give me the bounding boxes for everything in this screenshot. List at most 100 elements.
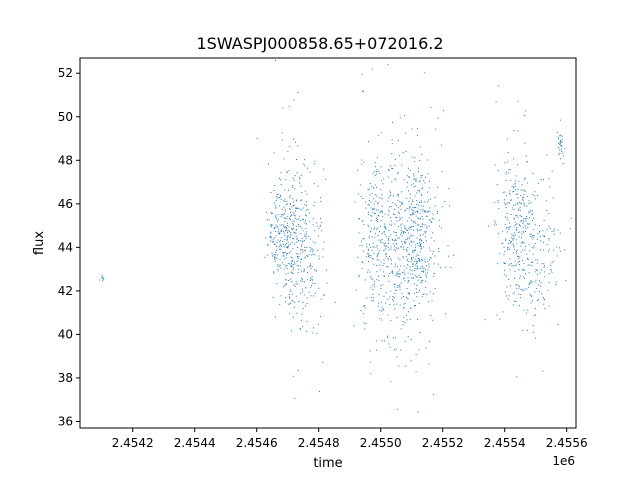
data-point bbox=[306, 321, 308, 323]
data-point bbox=[542, 230, 544, 232]
data-point bbox=[304, 234, 306, 236]
data-point bbox=[508, 202, 510, 204]
data-point bbox=[314, 242, 316, 244]
data-point bbox=[518, 224, 520, 226]
data-point bbox=[396, 220, 398, 222]
data-point bbox=[283, 217, 285, 219]
data-point bbox=[308, 291, 310, 293]
data-point bbox=[274, 316, 276, 318]
x-axis-ticks: 2.4542 2.4544 2.4546 2.4548 2.4550 2.4552 2.45… bbox=[112, 428, 588, 450]
data-point bbox=[291, 330, 293, 332]
data-point bbox=[523, 262, 525, 264]
data-point bbox=[517, 261, 519, 263]
data-point bbox=[559, 119, 561, 121]
data-point bbox=[493, 224, 495, 226]
data-point bbox=[295, 200, 297, 202]
data-point bbox=[377, 209, 379, 211]
data-point bbox=[511, 233, 513, 235]
data-point bbox=[297, 91, 299, 93]
data-point bbox=[545, 200, 547, 202]
data-point bbox=[403, 270, 405, 272]
data-point bbox=[372, 246, 374, 248]
data-point bbox=[293, 99, 295, 101]
data-point bbox=[525, 155, 527, 157]
data-point bbox=[403, 179, 405, 181]
data-point bbox=[300, 280, 302, 282]
data-point bbox=[419, 260, 421, 262]
data-point bbox=[513, 265, 515, 267]
data-point bbox=[546, 244, 548, 246]
data-point bbox=[527, 195, 529, 197]
data-point bbox=[325, 178, 327, 180]
data-point bbox=[305, 305, 306, 307]
data-point bbox=[377, 252, 379, 254]
data-point bbox=[424, 210, 426, 212]
data-point bbox=[418, 260, 420, 262]
data-point bbox=[383, 225, 385, 227]
data-point bbox=[282, 255, 284, 257]
data-point bbox=[271, 213, 273, 215]
data-point bbox=[378, 280, 380, 282]
data-point bbox=[363, 305, 365, 307]
data-point bbox=[408, 226, 410, 228]
data-point bbox=[441, 206, 443, 208]
data-point bbox=[512, 304, 514, 306]
data-point bbox=[531, 265, 533, 267]
data-point bbox=[280, 179, 282, 181]
data-point bbox=[380, 261, 382, 263]
data-point bbox=[289, 146, 291, 148]
x-tick-label: 2.4548 bbox=[298, 436, 340, 450]
data-point bbox=[388, 238, 390, 240]
data-point bbox=[270, 224, 272, 226]
data-point bbox=[384, 243, 386, 245]
data-point bbox=[285, 227, 287, 229]
data-point bbox=[377, 305, 379, 307]
data-point bbox=[507, 243, 509, 245]
data-point bbox=[520, 242, 522, 244]
data-point bbox=[409, 206, 411, 208]
data-point bbox=[504, 199, 506, 201]
data-point bbox=[419, 189, 421, 191]
data-point bbox=[418, 201, 420, 203]
data-point bbox=[381, 211, 383, 212]
data-point bbox=[287, 235, 289, 237]
data-point bbox=[537, 182, 539, 184]
data-point bbox=[520, 288, 522, 290]
data-point bbox=[570, 217, 572, 219]
data-point bbox=[516, 223, 518, 225]
data-point bbox=[375, 173, 377, 175]
data-point bbox=[529, 223, 531, 225]
data-point bbox=[525, 110, 527, 112]
data-point bbox=[419, 277, 421, 279]
data-point bbox=[523, 189, 525, 191]
data-point bbox=[529, 293, 531, 295]
data-point bbox=[385, 292, 387, 294]
data-point bbox=[409, 236, 411, 238]
data-point bbox=[312, 218, 314, 220]
data-point bbox=[280, 237, 282, 239]
data-point bbox=[386, 245, 388, 247]
data-point bbox=[434, 255, 436, 257]
data-point bbox=[429, 180, 430, 182]
data-point bbox=[395, 263, 397, 265]
data-point bbox=[367, 269, 369, 271]
data-point bbox=[387, 176, 389, 178]
data-point bbox=[523, 231, 525, 233]
data-point bbox=[504, 291, 506, 293]
data-point bbox=[517, 100, 519, 102]
data-point bbox=[288, 296, 290, 298]
data-point bbox=[410, 245, 412, 247]
data-point bbox=[417, 217, 419, 219]
data-point bbox=[298, 225, 300, 227]
data-point bbox=[420, 248, 422, 250]
data-point bbox=[416, 268, 418, 270]
data-point bbox=[403, 272, 405, 274]
data-point bbox=[496, 314, 498, 316]
data-point bbox=[296, 312, 298, 314]
data-point bbox=[370, 230, 372, 232]
data-point bbox=[548, 238, 550, 240]
data-point bbox=[388, 197, 390, 199]
data-point bbox=[366, 246, 368, 248]
data-point bbox=[398, 212, 400, 214]
data-point bbox=[416, 284, 418, 286]
